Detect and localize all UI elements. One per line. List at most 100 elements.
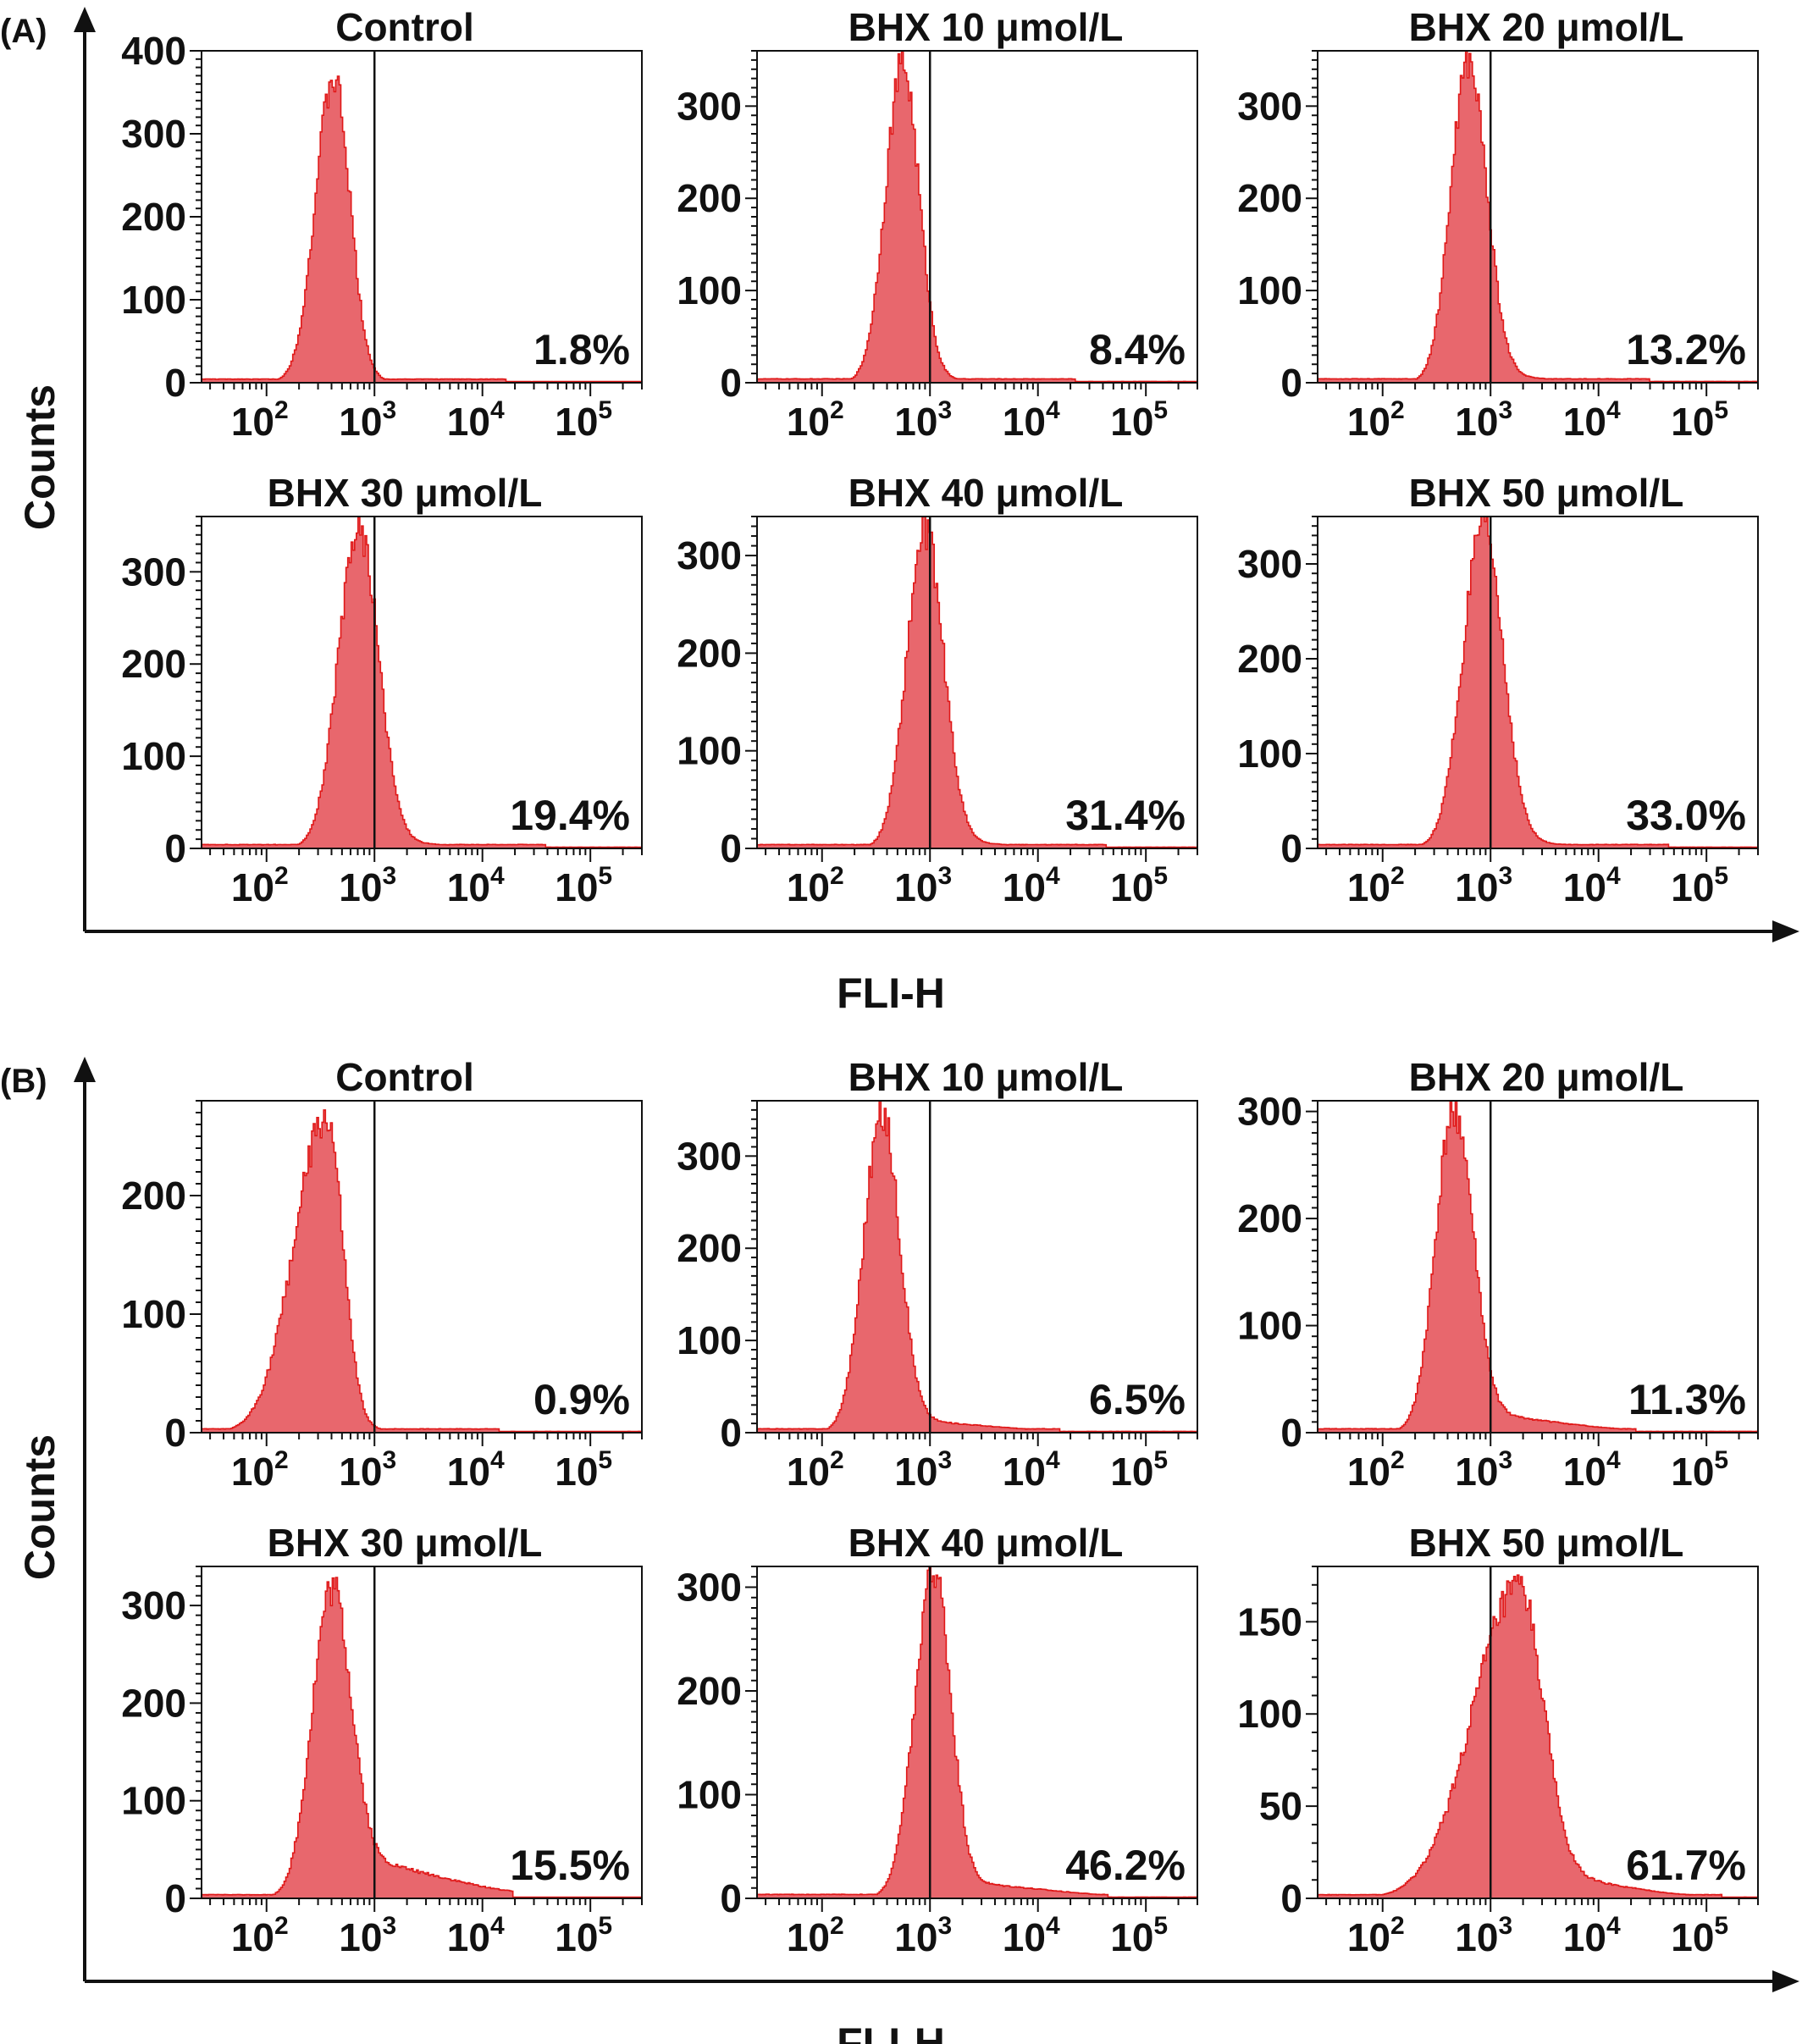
y-tick-label: 200 [121, 195, 186, 239]
x-tick-label: 105 [1671, 1912, 1728, 1959]
histogram-subplot: 0 100 200 300 102 103 104 105 BHX 40 μmol/L 31.4% [677, 471, 1198, 909]
gate-percent: 13.2% [1626, 326, 1746, 373]
y-tick-label: 200 [121, 642, 186, 686]
y-axis-label: Counts [16, 384, 64, 530]
x-tick-label: 105 [1671, 396, 1728, 444]
x-tick-label: 103 [894, 1912, 952, 1959]
histogram-subplot: 0 100 200 300 102 103 104 105 BHX 30 μmol/L 15.5% [121, 1521, 643, 1959]
y-tick-label: 300 [677, 1566, 742, 1610]
y-tick-label: 100 [1237, 1692, 1302, 1736]
subplot-title: BHX 40 μmol/L [848, 471, 1124, 515]
y-tick-label: 300 [1237, 542, 1302, 586]
histogram-subplot: 0 100 200 300 400 102 103 104 105 Control 1.8% [121, 5, 643, 444]
y-arrowhead [74, 7, 96, 32]
x-tick-label: 103 [1455, 862, 1512, 909]
histogram-bars [1317, 516, 1759, 849]
y-tick-label: 0 [1280, 361, 1302, 405]
x-tick-label: 102 [787, 1446, 844, 1494]
y-tick-label: 300 [121, 550, 186, 594]
y-tick-label: 200 [1237, 1196, 1302, 1240]
y-tick-label: 0 [164, 826, 186, 870]
y-tick-label: 300 [677, 1134, 742, 1178]
gate-percent: 19.4% [510, 792, 630, 839]
y-tick-label: 300 [1237, 1090, 1302, 1134]
x-tick-label: 103 [1455, 1446, 1512, 1494]
histogram-bars [1317, 1100, 1759, 1434]
y-tick-label: 300 [677, 533, 742, 577]
figure-root: (A) Counts FLI-H 0 100 200 300 400 102 103 104 105 C… [0, 5, 1799, 2044]
x-tick-label: 105 [1110, 862, 1168, 909]
y-tick-label: 100 [677, 268, 742, 312]
plot-frame [1317, 1100, 1759, 1434]
gate-percent: 0.9% [533, 1376, 630, 1423]
y-tick-label: 200 [677, 631, 742, 675]
histogram-subplot: 0 100 200 300 102 103 104 105 BHX 20 μmol/L 13.2% [1237, 5, 1759, 444]
y-tick-label: 0 [164, 361, 186, 405]
x-tick-label: 105 [1671, 1446, 1728, 1494]
x-tick-label: 105 [1671, 862, 1728, 909]
y-tick-label: 200 [1237, 176, 1302, 220]
x-tick-label: 104 [1563, 396, 1621, 444]
x-tick-label: 102 [1347, 1446, 1405, 1494]
subplot-title: BHX 50 μmol/L [1409, 1521, 1684, 1565]
y-tick-label: 100 [1237, 268, 1302, 312]
y-tick-label: 100 [677, 1318, 742, 1362]
x-tick-label: 102 [231, 1912, 289, 1959]
y-tick-label: 0 [164, 1876, 186, 1920]
y-tick-label: 0 [720, 826, 742, 870]
subplot-title: BHX 20 μmol/L [1409, 5, 1684, 49]
gate-percent: 46.2% [1065, 1842, 1186, 1889]
x-tick-label: 103 [894, 862, 952, 909]
subplot-title: Control [335, 5, 474, 49]
x-tick-label: 104 [447, 862, 505, 909]
x-arrowhead [1772, 920, 1799, 942]
x-tick-label: 104 [1563, 1912, 1621, 1959]
x-tick-label: 105 [555, 862, 612, 909]
x-tick-label: 103 [339, 1912, 396, 1959]
x-tick-label: 103 [1455, 396, 1512, 444]
x-tick-label: 105 [555, 396, 612, 444]
subplot-title: BHX 30 μmol/L [268, 471, 543, 515]
histogram-subplot: 0 100 200 102 103 104 105 Control 0.9% [121, 1055, 643, 1494]
x-axis-label: FLI-H [837, 2019, 945, 2044]
y-tick-label: 100 [121, 278, 186, 322]
x-tick-label: 104 [1563, 862, 1621, 909]
y-tick-label: 200 [677, 176, 742, 220]
x-tick-label: 103 [339, 862, 396, 909]
histogram-bars [201, 75, 643, 384]
y-arrowhead [74, 1057, 96, 1082]
y-tick-label: 300 [677, 84, 742, 128]
y-tick-label: 300 [121, 112, 186, 156]
y-tick-label: 0 [164, 1411, 186, 1455]
x-tick-label: 103 [339, 396, 396, 444]
y-tick-label: 0 [720, 1411, 742, 1455]
x-tick-label: 105 [555, 1912, 612, 1959]
y-tick-label: 200 [1237, 637, 1302, 681]
x-tick-label: 102 [787, 1912, 844, 1959]
x-tick-label: 105 [555, 1446, 612, 1494]
histogram-bars [201, 517, 643, 849]
x-tick-label: 105 [1110, 1912, 1168, 1959]
subplot-title: BHX 50 μmol/L [1409, 471, 1684, 515]
y-tick-label: 100 [1237, 1304, 1302, 1348]
x-tick-label: 102 [1347, 1912, 1405, 1959]
histogram-subplot: 0 100 200 300 102 103 104 105 BHX 10 μmol/L 6.5% [677, 1055, 1198, 1494]
y-tick-label: 200 [677, 1226, 742, 1270]
y-tick-label: 150 [1237, 1599, 1302, 1643]
histogram-bars [756, 51, 1198, 384]
x-tick-label: 102 [231, 862, 289, 909]
x-tick-label: 102 [787, 396, 844, 444]
histogram-subplot: 0 100 200 300 102 103 104 105 BHX 10 μmol/L 8.4% [677, 5, 1198, 444]
y-tick-label: 100 [677, 1773, 742, 1817]
histogram-bars [756, 516, 1198, 849]
x-tick-label: 104 [447, 1912, 505, 1959]
subplot-title: BHX 10 μmol/L [848, 5, 1124, 49]
x-tick-label: 102 [1347, 396, 1405, 444]
y-axis-label: Counts [16, 1434, 64, 1580]
y-tick-label: 200 [677, 1669, 742, 1713]
histogram-bars [201, 1577, 643, 1899]
x-tick-label: 103 [894, 1446, 952, 1494]
x-tick-label: 104 [1563, 1446, 1621, 1494]
y-tick-label: 0 [720, 1876, 742, 1920]
